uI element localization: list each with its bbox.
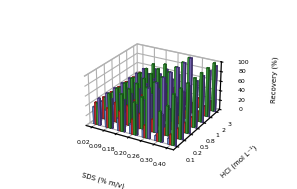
X-axis label: SDS (% m/v): SDS (% m/v) xyxy=(81,171,125,189)
Y-axis label: HCl (mol L⁻¹): HCl (mol L⁻¹) xyxy=(219,144,258,180)
